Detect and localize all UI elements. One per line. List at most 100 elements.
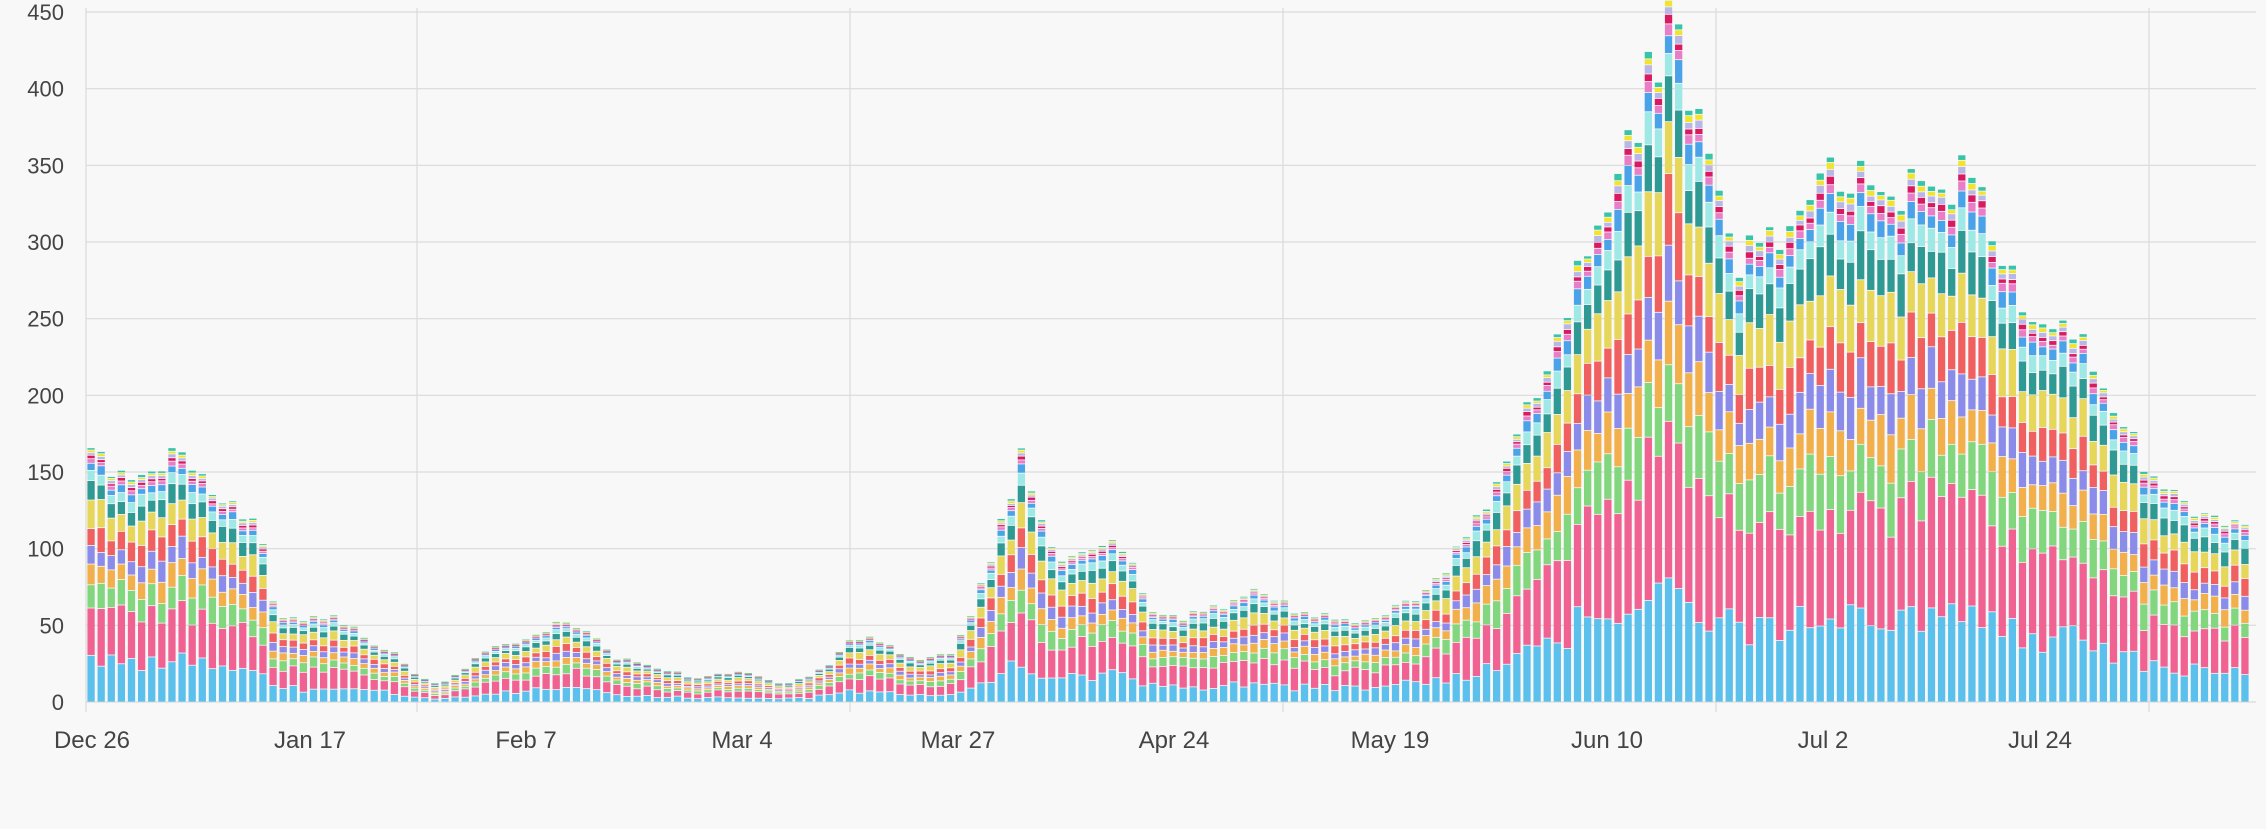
bar-segment xyxy=(2110,569,2117,595)
bar-segment xyxy=(1341,622,1348,623)
bar-segment xyxy=(2150,476,2157,477)
bar-segment xyxy=(1533,457,1540,481)
bar-segment xyxy=(1159,619,1166,620)
bar-segment xyxy=(603,693,610,702)
bar-segment xyxy=(209,512,216,520)
bar-segment xyxy=(755,681,762,683)
bar-segment xyxy=(795,684,802,686)
bar-segment xyxy=(2059,336,2066,340)
bar-segment xyxy=(1594,255,1601,267)
bar-segment xyxy=(1564,335,1571,341)
bar-segment xyxy=(1473,590,1480,603)
bar-segment xyxy=(553,624,560,625)
bar-segment xyxy=(189,598,196,624)
bar-segment xyxy=(1523,464,1530,490)
bar-segment xyxy=(2181,525,2188,542)
bar-segment xyxy=(896,658,903,659)
bar-segment xyxy=(1271,665,1278,683)
bar-segment xyxy=(168,525,175,546)
bar-segment xyxy=(2231,526,2238,527)
bar-segment xyxy=(1726,454,1733,494)
bar-segment xyxy=(2241,536,2248,541)
bar-segment xyxy=(1705,632,1712,702)
bar-segment xyxy=(360,669,367,675)
bar-segment xyxy=(1877,508,1884,628)
bar-segment xyxy=(532,677,539,688)
bar-segment xyxy=(947,660,954,662)
bar-segment xyxy=(947,657,954,658)
bar-segment xyxy=(2019,320,2026,324)
bar-segment xyxy=(1190,613,1197,614)
bar-segment xyxy=(2029,456,2036,484)
bar-segment xyxy=(1564,515,1571,560)
bar-segment xyxy=(1645,74,1652,81)
bar-segment xyxy=(1109,548,1116,549)
bar-segment xyxy=(178,461,185,463)
bar-segment xyxy=(1149,618,1156,619)
bar-segment xyxy=(1099,674,1106,702)
bar-segment xyxy=(1624,149,1631,155)
bar-segment xyxy=(1928,187,1935,191)
bar-segment xyxy=(1554,643,1561,701)
bar-segment xyxy=(1372,619,1379,620)
bar-segment xyxy=(1351,650,1358,656)
bar-segment xyxy=(1806,211,1813,217)
bar-segment xyxy=(2120,451,2127,463)
bar-segment xyxy=(815,678,822,680)
bar-segment xyxy=(1554,338,1561,341)
bar-segment xyxy=(1695,182,1702,227)
bar-segment xyxy=(2201,594,2208,609)
bar-segment xyxy=(300,656,307,662)
bar-segment xyxy=(613,662,620,663)
bar-segment xyxy=(1635,501,1642,609)
bar-segment xyxy=(2211,614,2218,628)
bar-segment xyxy=(1817,173,1824,179)
bar-segment xyxy=(1584,506,1591,616)
bar-segment xyxy=(1999,292,2006,308)
bar-segment xyxy=(2100,570,2107,643)
bar-segment xyxy=(1806,628,1813,701)
bar-segment xyxy=(735,684,742,685)
bar-segment xyxy=(209,579,216,596)
bar-segment xyxy=(664,671,671,672)
bar-segment xyxy=(856,645,863,647)
bar-segment xyxy=(1685,224,1692,274)
bar-segment xyxy=(1271,601,1278,602)
bar-segment xyxy=(1271,603,1278,604)
bar-segment xyxy=(1978,257,1985,298)
bar-segment xyxy=(2080,641,2087,702)
bar-segment xyxy=(1746,444,1753,480)
bar-segment xyxy=(967,617,974,618)
bar-segment xyxy=(1665,7,1672,14)
bar-segment xyxy=(1281,612,1288,618)
bar-segment xyxy=(1089,550,1096,551)
bar-segment xyxy=(2059,398,2066,432)
bar-segment xyxy=(2171,500,2178,503)
bar-segment xyxy=(2090,488,2097,514)
bar-segment xyxy=(1463,638,1470,680)
bar-segment xyxy=(431,686,438,687)
bar-segment xyxy=(1200,638,1207,646)
bar-segment xyxy=(310,622,317,624)
bar-segment xyxy=(2181,564,2188,582)
bar-segment xyxy=(2231,522,2238,523)
bar-segment xyxy=(431,688,438,689)
bar-segment xyxy=(1220,648,1227,655)
bar-segment xyxy=(1351,661,1358,667)
bar-segment xyxy=(310,646,317,651)
bar-segment xyxy=(704,682,711,683)
bar-segment xyxy=(2100,491,2107,514)
bar-segment xyxy=(1736,623,1743,702)
bar-segment xyxy=(896,680,903,683)
bar-segment xyxy=(1483,625,1490,663)
bar-segment xyxy=(2171,534,2178,549)
bar-segment xyxy=(583,641,590,646)
bar-segment xyxy=(1574,322,1581,354)
bar-segment xyxy=(290,618,297,619)
bar-segment xyxy=(1402,603,1409,604)
bar-segment xyxy=(613,695,620,701)
bar-segment xyxy=(1008,501,1015,503)
bar-segment xyxy=(1766,512,1773,617)
bar-segment xyxy=(1139,597,1146,598)
bar-segment xyxy=(1271,604,1278,605)
